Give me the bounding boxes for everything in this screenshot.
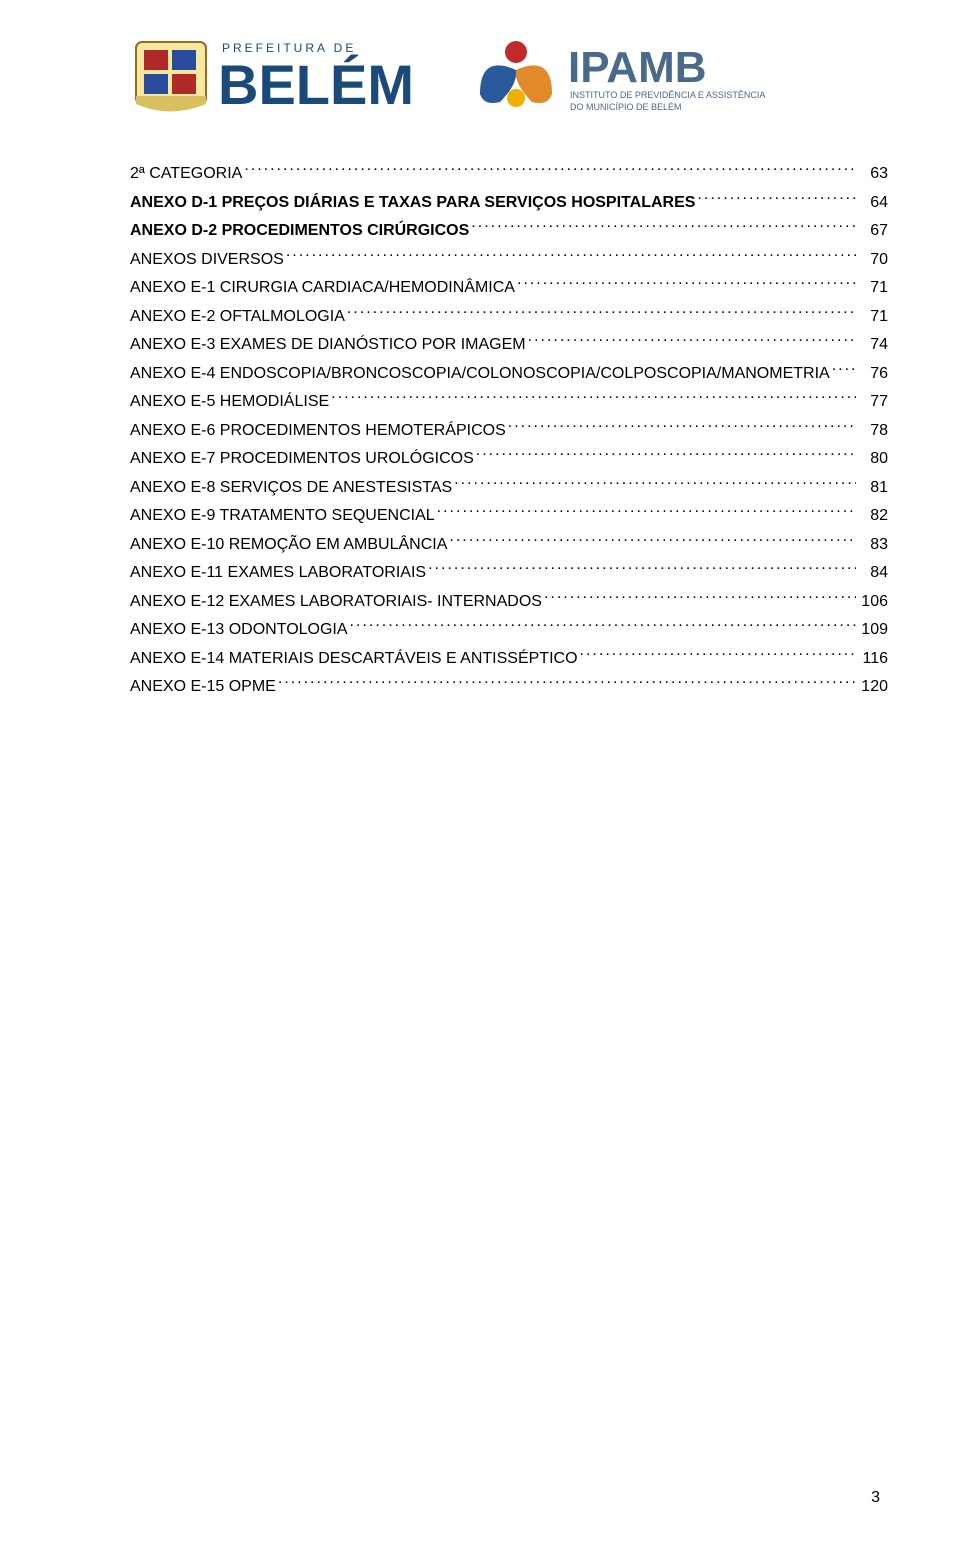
toc-title: ANEXO D-2 PROCEDIMENTOS CIRÚRGICOS xyxy=(130,219,469,243)
toc-page: 63 xyxy=(858,162,888,186)
toc-leader xyxy=(449,533,856,549)
toc-entry: ANEXO E-6 PROCEDIMENTOS HEMOTERÁPICOS 78 xyxy=(130,419,888,443)
toc-title: ANEXO E-12 EXAMES LABORATORIAIS- INTERNA… xyxy=(130,590,542,614)
ipamb-sub1: INSTITUTO DE PREVIDÊNCIA E ASSISTÊNCIA xyxy=(570,90,765,100)
toc-title: ANEXO E-15 OPME xyxy=(130,675,276,699)
page-number: 3 xyxy=(871,1489,880,1507)
header-logo-row: PREFEITURA DE BELÉM IPAMB INSTITUTO DE P… xyxy=(130,24,888,124)
toc-entry: ANEXO E-15 OPME 120 xyxy=(130,675,888,699)
toc-title: ANEXO E-14 MATERIAIS DESCARTÁVEIS E ANTI… xyxy=(130,647,578,671)
toc-entry: ANEXO E-5 HEMODIÁLISE 77 xyxy=(130,390,888,414)
toc-page: 106 xyxy=(858,590,888,614)
toc-leader xyxy=(350,618,856,634)
toc-leader xyxy=(286,248,856,264)
toc-page: 78 xyxy=(858,419,888,443)
toc-leader xyxy=(278,675,856,691)
toc-page: 82 xyxy=(858,504,888,528)
ipamb-symbol-icon: IPAMB INSTITUTO DE PREVIDÊNCIA E ASSISTÊ… xyxy=(460,24,850,124)
toc-page: 74 xyxy=(858,333,888,357)
toc-entry: 2ª CATEGORIA 63 xyxy=(130,162,888,186)
toc-leader xyxy=(244,162,856,178)
toc-leader xyxy=(528,333,856,349)
toc-entry: ANEXO E-8 SERVIÇOS DE ANESTESISTAS 81 xyxy=(130,476,888,500)
toc-title: ANEXO E-8 SERVIÇOS DE ANESTESISTAS xyxy=(130,476,452,500)
toc-title: ANEXO E-10 REMOÇÃO EM AMBULÂNCIA xyxy=(130,533,447,557)
toc-page: 71 xyxy=(858,276,888,300)
toc-title: ANEXO D-1 PREÇOS DIÁRIAS E TAXAS PARA SE… xyxy=(130,191,695,215)
toc-entry: ANEXO E-7 PROCEDIMENTOS UROLÓGICOS 80 xyxy=(130,447,888,471)
toc-title: ANEXO E-2 OFTALMOLOGIA xyxy=(130,305,345,329)
belem-big-text: BELÉM xyxy=(218,53,414,116)
toc-page: 84 xyxy=(858,561,888,585)
belem-crest-icon: PREFEITURA DE BELÉM xyxy=(130,24,460,124)
toc-entry: ANEXO E-11 EXAMES LABORATORIAIS 84 xyxy=(130,561,888,585)
toc-entry: ANEXO D-1 PREÇOS DIÁRIAS E TAXAS PARA SE… xyxy=(130,191,888,215)
logo-prefeitura-belem: PREFEITURA DE BELÉM xyxy=(130,24,460,124)
toc-page: 71 xyxy=(858,305,888,329)
toc-leader xyxy=(580,647,856,663)
ipamb-sub2: DO MUNICÍPIO DE BELÉM xyxy=(570,102,682,112)
toc-page: 76 xyxy=(858,362,888,386)
toc-page: 80 xyxy=(858,447,888,471)
toc-leader xyxy=(697,191,856,207)
toc-title: 2ª CATEGORIA xyxy=(130,162,242,186)
toc-leader xyxy=(437,504,856,520)
toc-page: 120 xyxy=(858,675,888,699)
toc-entry: ANEXO E-4 ENDOSCOPIA/BRONCOSCOPIA/COLONO… xyxy=(130,362,888,386)
toc-leader xyxy=(331,390,856,406)
toc-leader xyxy=(454,476,856,492)
toc-title: ANEXO E-4 ENDOSCOPIA/BRONCOSCOPIA/COLONO… xyxy=(130,362,830,386)
toc-entry: ANEXO E-9 TRATAMENTO SEQUENCIAL 82 xyxy=(130,504,888,528)
toc-entry: ANEXO E-10 REMOÇÃO EM AMBULÂNCIA 83 xyxy=(130,533,888,557)
toc-page: 109 xyxy=(858,618,888,642)
document-page: PREFEITURA DE BELÉM IPAMB INSTITUTO DE P… xyxy=(0,0,960,744)
toc-title: ANEXO E-9 TRATAMENTO SEQUENCIAL xyxy=(130,504,435,528)
toc-title: ANEXOS DIVERSOS xyxy=(130,248,284,272)
toc-leader xyxy=(832,362,856,378)
toc-leader xyxy=(347,305,856,321)
toc-leader xyxy=(471,219,856,235)
toc-page: 81 xyxy=(858,476,888,500)
toc-leader xyxy=(476,447,856,463)
toc-title: ANEXO E-13 ODONTOLOGIA xyxy=(130,618,348,642)
toc-title: ANEXO E-7 PROCEDIMENTOS UROLÓGICOS xyxy=(130,447,474,471)
toc-entry: ANEXO E-1 CIRURGIA CARDIACA/HEMODINÂMICA… xyxy=(130,276,888,300)
toc-title: ANEXO E-6 PROCEDIMENTOS HEMOTERÁPICOS xyxy=(130,419,506,443)
toc-entry: ANEXOS DIVERSOS 70 xyxy=(130,248,888,272)
table-of-contents: 2ª CATEGORIA 63 ANEXO D-1 PREÇOS DIÁRIAS… xyxy=(130,162,888,699)
toc-leader xyxy=(544,590,856,606)
toc-entry: ANEXO D-2 PROCEDIMENTOS CIRÚRGICOS 67 xyxy=(130,219,888,243)
ipamb-big-text: IPAMB xyxy=(568,43,707,92)
toc-title: ANEXO E-5 HEMODIÁLISE xyxy=(130,390,329,414)
toc-page: 70 xyxy=(858,248,888,272)
toc-leader xyxy=(428,561,856,577)
toc-page: 77 xyxy=(858,390,888,414)
logo-ipamb: IPAMB INSTITUTO DE PREVIDÊNCIA E ASSISTÊ… xyxy=(460,24,850,124)
toc-page: 83 xyxy=(858,533,888,557)
toc-title: ANEXO E-3 EXAMES DE DIANÓSTICO POR IMAGE… xyxy=(130,333,526,357)
toc-title: ANEXO E-1 CIRURGIA CARDIACA/HEMODINÂMICA xyxy=(130,276,515,300)
toc-entry: ANEXO E-13 ODONTOLOGIA 109 xyxy=(130,618,888,642)
toc-entry: ANEXO E-12 EXAMES LABORATORIAIS- INTERNA… xyxy=(130,590,888,614)
toc-entry: ANEXO E-14 MATERIAIS DESCARTÁVEIS E ANTI… xyxy=(130,647,888,671)
toc-page: 64 xyxy=(858,191,888,215)
toc-leader xyxy=(517,276,856,292)
toc-entry: ANEXO E-3 EXAMES DE DIANÓSTICO POR IMAGE… xyxy=(130,333,888,357)
toc-title: ANEXO E-11 EXAMES LABORATORIAIS xyxy=(130,561,426,585)
toc-entry: ANEXO E-2 OFTALMOLOGIA 71 xyxy=(130,305,888,329)
toc-page: 67 xyxy=(858,219,888,243)
toc-page: 116 xyxy=(858,647,888,671)
toc-leader xyxy=(508,419,856,435)
